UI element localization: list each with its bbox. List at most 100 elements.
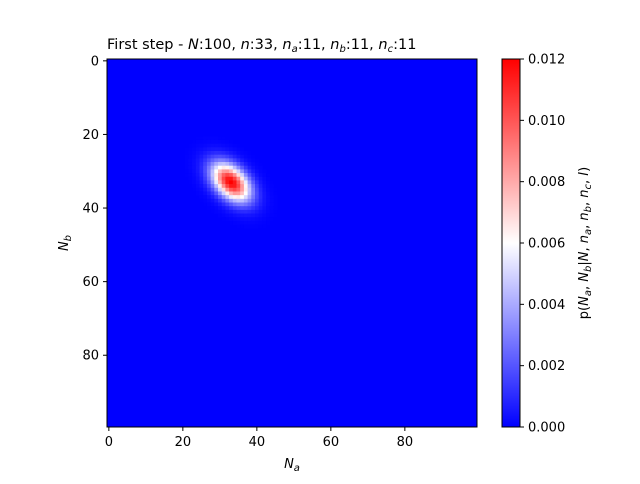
heatmap-cell [214,162,219,167]
y-axis-label: Nb [57,235,74,251]
heatmap-cell [266,176,271,181]
heatmap-cell [258,224,263,229]
heatmap-cell [218,139,223,145]
heatmap-cell [225,202,230,207]
heatmap-cell [255,224,260,229]
heatmap-cell [229,184,234,189]
heatmap-cell [232,191,237,196]
heatmap-cell [214,184,219,189]
heatmap-cell [218,213,223,218]
heatmap-cell [225,206,230,211]
heatmap-cell [269,184,274,189]
heatmap-cell [184,158,189,163]
heatmap-cell [251,158,256,163]
heatmap-cell [269,209,274,214]
heatmap-cell [210,143,215,148]
heatmap-cell [269,180,274,185]
heatmap-cell [221,162,226,167]
heatmap-cell [247,154,252,159]
heatmap-cell [225,213,230,218]
heatmap-cell [218,195,223,200]
heatmap-cell [255,173,260,178]
heatmap-cell [192,151,197,156]
heatmap-cell [199,173,204,178]
heatmap-cell [247,202,252,207]
heatmap-cell [206,136,211,141]
heatmap-cell [225,184,230,189]
heatmap-cell [214,191,219,196]
heatmap-cell [251,180,256,185]
heatmap-cell [192,158,197,163]
heatmap-cell [229,217,234,222]
heatmap-cell [269,187,274,192]
heatmap-cell [240,180,245,185]
heatmap-cell [258,176,263,181]
heatmap-cell [255,165,260,170]
heatmap-cell [247,213,252,218]
heatmap-cell [188,165,193,170]
heatmap-cell [203,180,208,185]
heatmap-cell [251,220,256,225]
heatmap-cell [199,198,204,203]
heatmap-cell [210,147,215,152]
heatmap-cell [269,206,274,211]
heatmap-cell [243,180,248,185]
heatmap-cell [210,158,215,163]
colorbar-label-part: , [577,176,592,184]
heatmap-cell [258,187,263,192]
colorbar-label-part: N [577,272,592,282]
heatmap-cell [262,169,267,174]
heatmap-cell [218,151,223,156]
heatmap-cell [262,209,267,214]
heatmap-cell [229,139,234,145]
y-tick-label: 20 [82,128,99,143]
heatmap-cell [258,173,263,178]
heatmap-cell [210,139,215,145]
heatmap-cell [221,213,226,218]
x-tick-label: 80 [397,435,414,450]
heatmap-cell [214,154,219,159]
heatmap-cell [255,187,260,192]
heatmap-cell [240,198,245,203]
heatmap-cell [218,209,223,214]
heatmap-cell [229,154,234,159]
heatmap-cell [221,217,226,222]
heatmap-cell [236,151,241,156]
heatmap-cell [203,147,208,152]
heatmap-cell [255,202,260,207]
heatmap-cell [218,187,223,192]
heatmap-cell [229,143,234,148]
heatmap-cell [269,191,274,196]
heatmap-cell [184,147,189,152]
heatmap-cell [195,173,200,178]
heatmap-cell [203,158,208,163]
colorbar-label-part: , [577,282,592,290]
heatmap-cell [236,176,241,181]
heatmap-cell [251,162,256,167]
heatmap-cell [188,143,193,148]
colorbar-label-part: N [577,296,592,306]
heatmap-cell [225,147,230,152]
heatmap-cell [188,176,193,181]
heatmap-cell [232,187,237,192]
heatmap-cell [243,151,248,156]
heatmap-cell [192,162,197,167]
heatmap-cell [232,169,237,174]
heatmap-cell [232,206,237,211]
heatmap-cell [195,184,200,189]
heatmap-cell [236,173,241,178]
heatmap-cell [199,195,204,200]
heatmap-cell [240,217,245,222]
heatmap-cell [266,213,271,218]
heatmap-cell [195,136,200,141]
heatmap-cell [206,206,211,211]
heatmap-cell [243,176,248,181]
heatmap-cell [240,224,245,229]
heatmap-cell [247,151,252,156]
heatmap-cell [232,180,237,185]
heatmap-cell [258,206,263,211]
heatmap-cell [214,143,219,148]
heatmap-cell [229,162,234,167]
heatmap-cell [255,158,260,163]
heatmap-cell [273,209,278,214]
